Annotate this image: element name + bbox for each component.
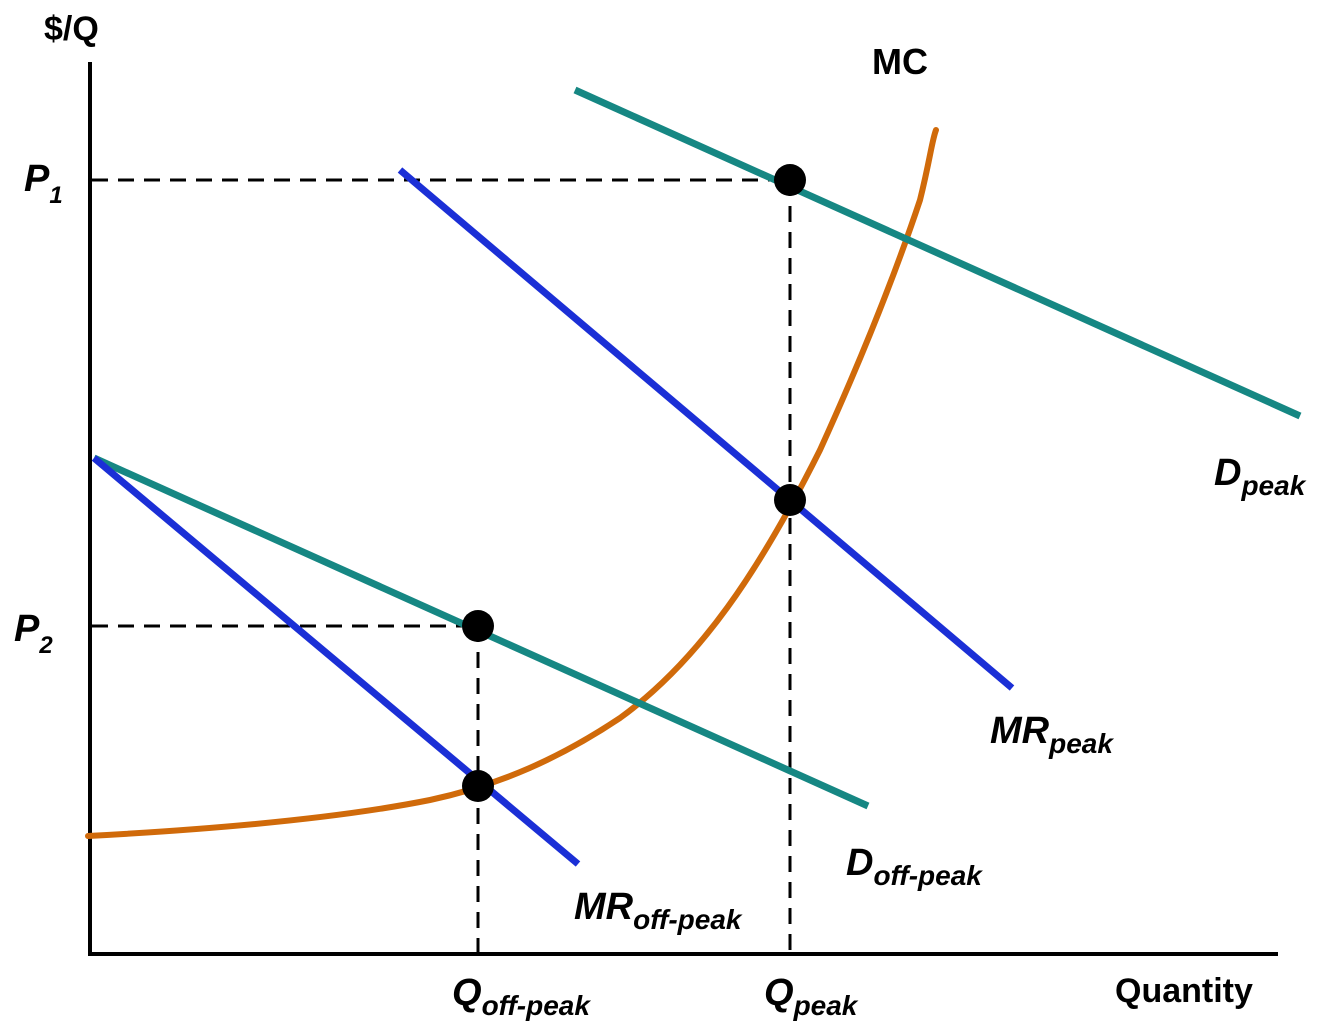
- mr-offpeak-label: MRoff-peak: [574, 886, 742, 935]
- mc-curve: [85, 127, 939, 839]
- mr-offpeak-line: [91, 455, 581, 867]
- q-peak-label: Qpeak: [764, 972, 858, 1021]
- point-p1-qpeak: [774, 164, 806, 196]
- p2-label: P2: [14, 608, 53, 659]
- point-mc-mrpeak: [774, 484, 806, 516]
- d-peak-line: [573, 86, 1302, 420]
- point-mc-mroffpeak: [462, 770, 494, 802]
- d-peak-label: Dpeak: [1214, 452, 1306, 501]
- mr-peak-label: MRpeak: [990, 710, 1113, 759]
- dashed-guides: [92, 178, 792, 952]
- p1-label: P1: [24, 158, 63, 209]
- point-p2-qoffpeak: [462, 610, 494, 642]
- x-axis-label: Quantity: [1115, 972, 1253, 1010]
- d-offpeak-label: Doff-peak: [846, 842, 982, 891]
- y-axis-label: $/Q: [44, 10, 99, 48]
- mc-label: MC: [872, 41, 928, 82]
- mr-peak-line: [397, 167, 1015, 691]
- q-offpeak-label: Qoff-peak: [452, 972, 590, 1021]
